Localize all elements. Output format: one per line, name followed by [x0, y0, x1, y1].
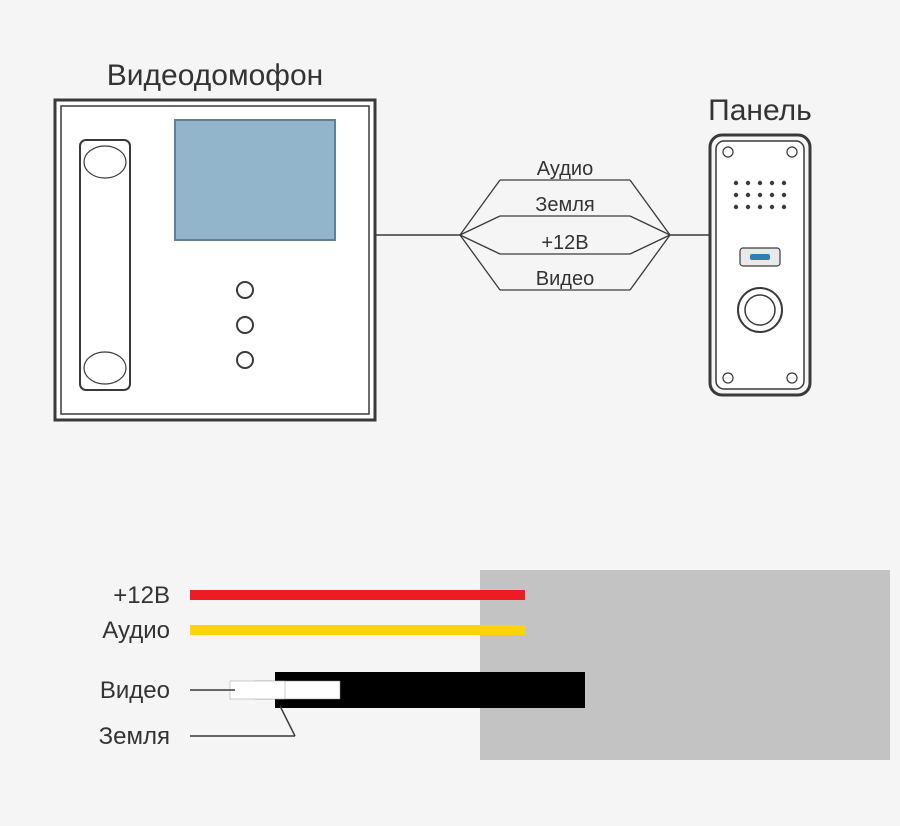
monitor [55, 100, 375, 420]
monitor-title: Видеодомофон [107, 59, 323, 92]
monitor-button-2 [237, 317, 253, 333]
wire-label-video: Видео [536, 268, 594, 290]
wire-label-audio: Аудио [537, 158, 593, 180]
cable-diagram [190, 570, 890, 760]
cable-label-power: +12В [113, 582, 170, 609]
wire-label-ground: Земля [535, 194, 594, 216]
cable-wire-audio [190, 625, 525, 635]
monitor-button-1 [237, 282, 253, 298]
cable-label-audio: Аудио [102, 617, 170, 644]
cable-sheath [480, 570, 890, 760]
cable-label-video: Видео [100, 677, 170, 704]
panel-title: Панель [708, 94, 812, 127]
monitor-screen [175, 120, 335, 240]
cable-wire-power [190, 590, 525, 600]
cable-label-ground: Земля [99, 723, 170, 750]
monitor-button-3 [237, 352, 253, 368]
wire-label-power: +12В [541, 232, 588, 254]
door-panel [710, 135, 810, 395]
